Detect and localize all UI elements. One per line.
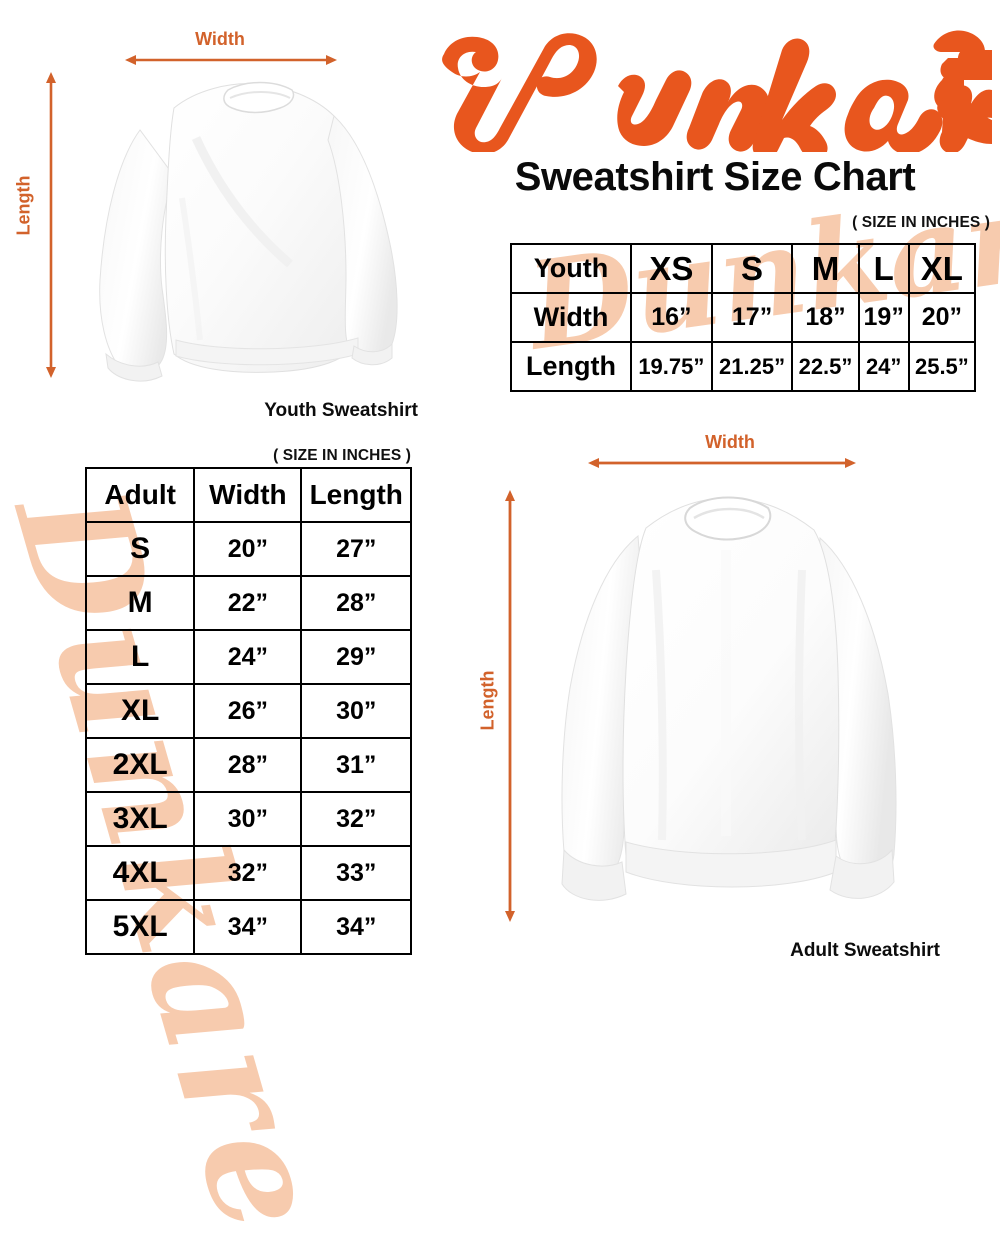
adult-width-s: 20”	[193, 521, 303, 577]
adult-col-header-size: Adult	[84, 467, 196, 523]
adult-size-4xl: 4XL	[84, 845, 196, 901]
adult-size-5xl: 5XL	[84, 899, 196, 955]
youth-length-s: 21.25”	[710, 341, 794, 392]
table-row: Width 16” 17” 18” 19” 20”	[510, 292, 977, 343]
youth-size-table: Youth XS S M L XL Width 16” 17” 18” 19” …	[510, 243, 977, 392]
youth-width-header: Width	[510, 292, 632, 343]
adult-width-5xl: 34”	[193, 899, 303, 955]
adult-width-l: 24”	[193, 629, 303, 685]
table-row: 3XL 30” 32”	[84, 791, 412, 847]
youth-length-header: Length	[510, 341, 632, 392]
adult-col-header-length: Length	[300, 467, 412, 523]
adult-width-2xl: 28”	[193, 737, 303, 793]
youth-width-l: 19”	[857, 292, 910, 343]
table-row: Youth XS S M L XL	[510, 243, 977, 294]
adult-size-unit-note: ( SIZE IN INCHES )	[273, 447, 411, 464]
adult-length-4xl: 33”	[300, 845, 412, 901]
adult-width-m: 22”	[193, 575, 303, 631]
brand-logo	[436, 24, 992, 152]
youth-width-s: 17”	[710, 292, 794, 343]
youth-length-l: 24”	[857, 341, 910, 392]
adult-width-arrow-icon	[588, 456, 856, 470]
adult-length-arrow-icon	[503, 490, 517, 922]
adult-size-table: Adult Width Length S 20” 27” M 22” 28” L…	[84, 467, 412, 955]
adult-col-header-width: Width	[193, 467, 303, 523]
adult-width-label: Width	[705, 432, 755, 452]
youth-size-unit-note: ( SIZE IN INCHES )	[852, 214, 990, 231]
youth-size-l: L	[857, 243, 910, 294]
youth-length-label: Length	[13, 175, 34, 236]
adult-length-5xl: 34”	[300, 899, 412, 955]
youth-width-arrow-icon	[125, 53, 337, 67]
adult-length-l: 29”	[300, 629, 412, 685]
adult-length-3xl: 32”	[300, 791, 412, 847]
youth-size-m: M	[791, 243, 860, 294]
table-row: 5XL 34” 34”	[84, 899, 412, 955]
table-row: 4XL 32” 33”	[84, 845, 412, 901]
table-row: Length 19.75” 21.25” 22.5” 24” 25.5”	[510, 341, 977, 392]
table-row: Adult Width Length	[84, 467, 412, 523]
youth-size-xs: XS	[630, 243, 713, 294]
youth-width-m: 18”	[791, 292, 860, 343]
adult-size-3xl: 3XL	[84, 791, 196, 847]
youth-size-xl: XL	[907, 243, 977, 294]
table-row: L 24” 29”	[84, 629, 412, 685]
adult-width-3xl: 30”	[193, 791, 303, 847]
youth-length-xs: 19.75”	[630, 341, 713, 392]
adult-sweatshirt-image	[530, 480, 926, 935]
adult-length-m: 28”	[300, 575, 412, 631]
adult-size-s: S	[84, 521, 196, 577]
youth-width-label: Width	[195, 29, 245, 49]
youth-width-xl: 20”	[907, 292, 977, 343]
table-row: M 22” 28”	[84, 575, 412, 631]
adult-size-2xl: 2XL	[84, 737, 196, 793]
table-row: S 20” 27”	[84, 521, 412, 577]
table-row: 2XL 28” 31”	[84, 737, 412, 793]
adult-length-xl: 30”	[300, 683, 412, 739]
adult-length-label: Length	[477, 670, 498, 731]
adult-length-s: 27”	[300, 521, 412, 577]
youth-width-xs: 16”	[630, 292, 713, 343]
youth-row-header: Youth	[510, 243, 632, 294]
adult-size-m: M	[84, 575, 196, 631]
youth-length-xl: 25.5”	[907, 341, 977, 392]
youth-garment-caption: Youth Sweatshirt	[264, 400, 418, 421]
adult-width-xl: 26”	[193, 683, 303, 739]
page-title: Sweatshirt Size Chart	[514, 155, 916, 199]
adult-length-2xl: 31”	[300, 737, 412, 793]
youth-length-m: 22.5”	[791, 341, 860, 392]
adult-size-xl: XL	[84, 683, 196, 739]
adult-width-4xl: 32”	[193, 845, 303, 901]
table-row: XL 26” 30”	[84, 683, 412, 739]
adult-size-l: L	[84, 629, 196, 685]
adult-garment-caption: Adult Sweatshirt	[790, 940, 940, 961]
youth-size-s: S	[710, 243, 794, 294]
